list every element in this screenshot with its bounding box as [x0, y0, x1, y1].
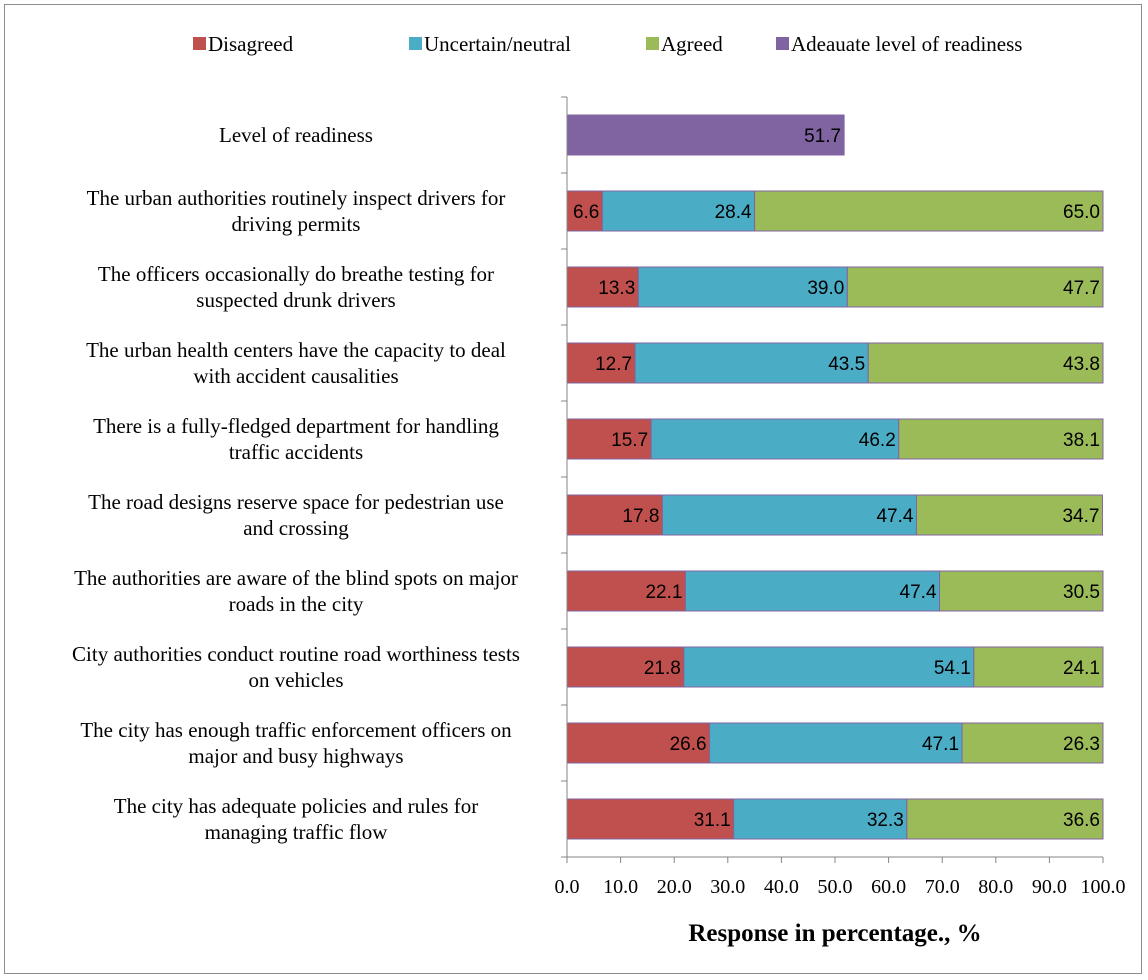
- bar-1-series-2: [754, 190, 1104, 232]
- x-tick-label-1: 10.0: [603, 876, 638, 898]
- category-label-7: City authorities conduct routine road wo…: [72, 642, 520, 692]
- data-label-4-series-0: 15.7: [611, 430, 648, 451]
- data-label-7-series-1: 54.1: [934, 658, 971, 679]
- data-label-1-series-2: 65.0: [1063, 202, 1100, 223]
- bar-9-series-2: [906, 798, 1104, 840]
- x-tick-label-7: 70.0: [925, 876, 960, 898]
- bar-5-series-0: [566, 494, 663, 536]
- bar-4-series-2: [898, 418, 1104, 460]
- bar-6-series-1: [684, 570, 941, 612]
- x-tick-label-9: 90.0: [1032, 876, 1067, 898]
- bar-8-series-2: [961, 722, 1104, 764]
- x-tick-label-3: 30.0: [710, 876, 745, 898]
- x-tick-label-8: 80.0: [978, 876, 1013, 898]
- bar-0-series-3: [566, 114, 845, 156]
- data-label-0-series-3: 51.7: [804, 126, 841, 147]
- x-tick-label-2: 20.0: [657, 876, 692, 898]
- data-label-3-series-2: 43.8: [1063, 354, 1100, 375]
- axes: 0.0 10.0 20.0 30.0 40.0 50.0 60.0 70.0 80.0 90.0 1…: [555, 96, 1126, 898]
- category-label-8: The city has enough traffic enforcement …: [80, 718, 512, 768]
- bar-1-series-1: [601, 190, 756, 232]
- category-label-0: Level of readiness: [219, 123, 373, 147]
- legend-label-1: Uncertain/neutral: [424, 32, 571, 56]
- bar-2-series-2: [846, 266, 1104, 308]
- legend-label-2: Agreed: [661, 32, 723, 56]
- category-label-4: There is a fully-fledged department for …: [93, 414, 499, 464]
- legend: Disagreed Uncertain/neutral Agreed Adeauate…: [193, 32, 1022, 56]
- legend-label-0: Disagreed: [208, 32, 294, 56]
- data-label-4-series-2: 38.1: [1063, 430, 1100, 451]
- category-labels: Level of readiness The urban authorities …: [72, 123, 520, 844]
- x-tick-label-6: 60.0: [871, 876, 906, 898]
- x-tick-label-4: 40.0: [764, 876, 799, 898]
- category-label-9: The city has adequate policies and rules…: [114, 794, 478, 844]
- data-label-5-series-0: 17.8: [622, 506, 659, 527]
- data-label-6-series-2: 30.5: [1063, 582, 1100, 603]
- category-label-3: The urban health centers have the capaci…: [86, 338, 506, 388]
- data-label-7-series-0: 21.8: [644, 658, 681, 679]
- bar-7-series-1: [683, 646, 975, 688]
- x-tick-label-10: 100.0: [1081, 876, 1126, 898]
- bar-8-series-0: [566, 722, 711, 764]
- data-label-3-series-1: 43.5: [828, 354, 865, 375]
- data-label-8-series-0: 26.6: [670, 734, 707, 755]
- data-label-8-series-1: 47.1: [922, 734, 959, 755]
- data-label-9-series-0: 31.1: [694, 810, 731, 831]
- data-label-5-series-1: 47.4: [876, 506, 913, 527]
- x-tick-label-0: 0.0: [555, 876, 580, 898]
- data-label-9-series-1: 32.3: [867, 810, 904, 831]
- data-label-7-series-2: 24.1: [1063, 658, 1100, 679]
- bar-3-series-2: [867, 342, 1104, 384]
- category-label-1: The urban authorities routinely inspect …: [87, 186, 506, 236]
- category-label-2: The officers occasionally do breathe tes…: [98, 262, 494, 312]
- bar-7-series-2: [973, 646, 1104, 688]
- legend-swatch-1: [409, 37, 422, 50]
- category-label-6: The authorities are aware of the blind s…: [74, 566, 518, 616]
- data-label-8-series-2: 26.3: [1063, 734, 1100, 755]
- bars: 51.7 6.6 28.4 65.0 13.3 39.0 47.7 12.7 43.5 43.8 1…: [566, 114, 1104, 840]
- legend-swatch-3: [776, 37, 789, 50]
- bar-2-series-1: [637, 266, 848, 308]
- data-label-1-series-0: 6.6: [573, 202, 599, 223]
- legend-label-3: Adeauate level of readiness: [791, 32, 1022, 56]
- data-label-9-series-2: 36.6: [1063, 810, 1100, 831]
- bar-6-series-2: [939, 570, 1104, 612]
- bar-8-series-1: [709, 722, 963, 764]
- x-axis-title: Response in percentage., %: [688, 920, 981, 947]
- bar-5-series-2: [915, 494, 1103, 536]
- data-label-1-series-1: 28.4: [715, 202, 752, 223]
- bar-3-series-0: [566, 342, 636, 384]
- category-label-5: The road designs reserve space for pedes…: [88, 490, 504, 540]
- data-label-4-series-1: 46.2: [859, 430, 896, 451]
- x-tick-label-5: 50.0: [818, 876, 853, 898]
- legend-swatch-0: [193, 37, 206, 50]
- bar-9-series-1: [733, 798, 908, 840]
- bar-1-series-0: [566, 190, 603, 232]
- data-label-2-series-2: 47.7: [1063, 278, 1100, 299]
- bar-7-series-0: [566, 646, 685, 688]
- data-label-3-series-0: 12.7: [595, 354, 632, 375]
- data-label-2-series-0: 13.3: [598, 278, 635, 299]
- legend-swatch-2: [646, 37, 659, 50]
- data-label-5-series-2: 34.7: [1062, 506, 1099, 527]
- data-label-6-series-0: 22.1: [645, 582, 682, 603]
- bar-3-series-1: [634, 342, 869, 384]
- data-label-2-series-1: 39.0: [807, 278, 844, 299]
- bar-4-series-0: [566, 418, 652, 460]
- data-label-6-series-1: 47.4: [900, 582, 937, 603]
- bar-5-series-1: [661, 494, 917, 536]
